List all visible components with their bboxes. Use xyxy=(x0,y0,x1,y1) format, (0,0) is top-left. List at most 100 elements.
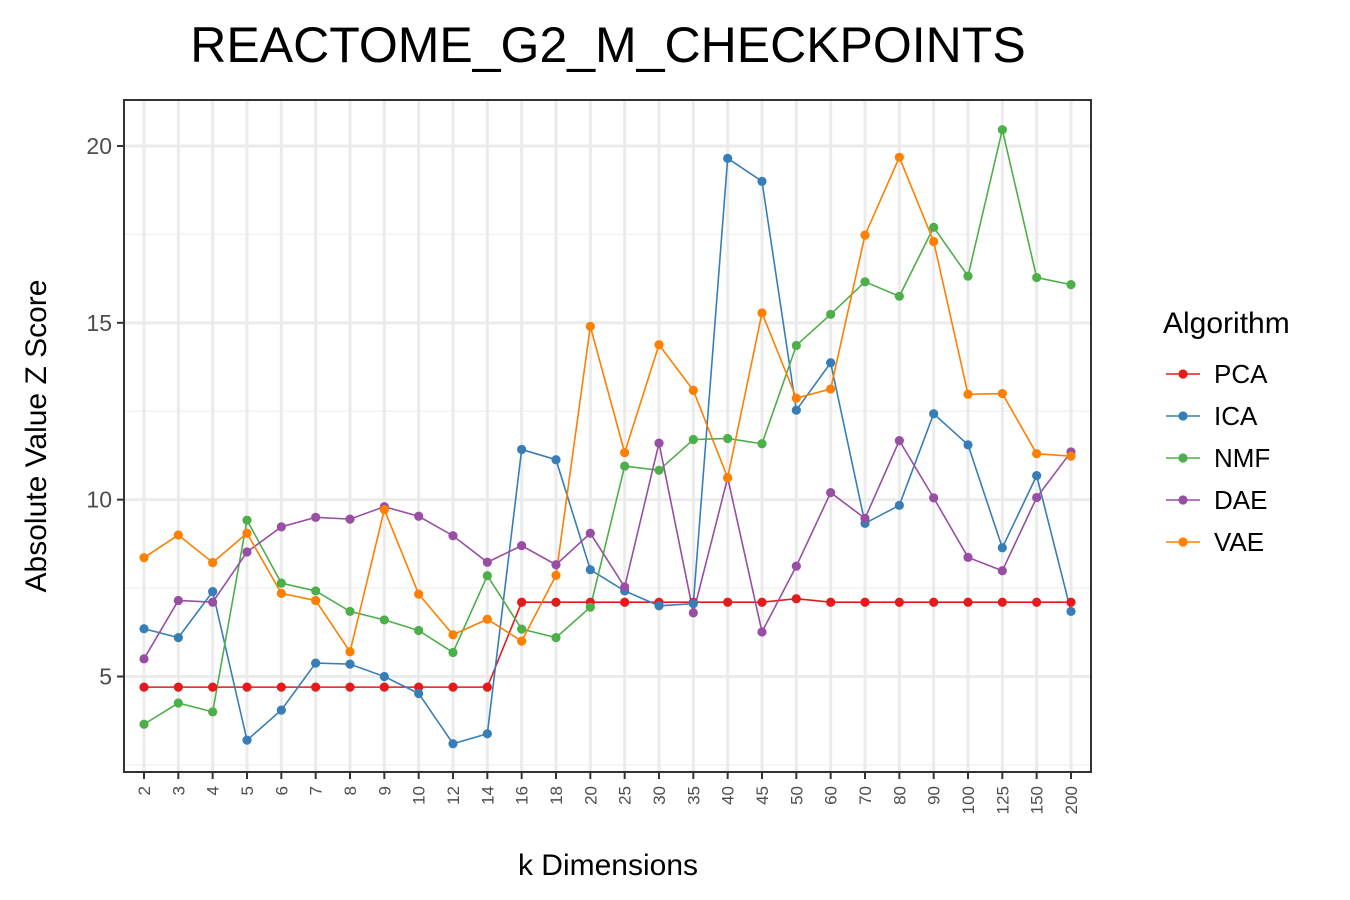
x-tick-label: 80 xyxy=(890,786,909,805)
legend-key-point-ica xyxy=(1178,411,1188,421)
x-tick-label: 6 xyxy=(272,786,291,795)
data-point-pca xyxy=(860,597,870,607)
data-point-nmf xyxy=(585,602,595,612)
series-line-nmf xyxy=(143,129,1072,725)
data-point-pca xyxy=(963,597,973,607)
chart-title: REACTOME_G2_M_CHECKPOINTS xyxy=(190,17,1025,73)
data-point-nmf xyxy=(448,647,458,658)
data-point-nmf xyxy=(997,125,1007,135)
data-point-vae xyxy=(894,152,904,162)
data-point-dae xyxy=(482,557,492,567)
data-point-nmf xyxy=(414,625,424,636)
data-point-ica xyxy=(929,409,939,419)
data-point-dae xyxy=(585,528,595,538)
data-point-nmf xyxy=(1066,280,1076,290)
series-line-pca xyxy=(144,597,1071,688)
data-point-dae xyxy=(448,531,458,541)
x-tick-label: 125 xyxy=(993,786,1012,814)
data-point-pca xyxy=(826,597,836,607)
data-point-ica xyxy=(139,624,149,634)
data-point-nmf xyxy=(242,515,252,525)
data-point-vae xyxy=(826,384,836,394)
data-point-dae xyxy=(517,541,527,551)
data-point-ica xyxy=(791,405,801,415)
data-point-vae xyxy=(620,448,630,458)
data-point-dae xyxy=(276,522,286,532)
data-point-dae xyxy=(173,595,183,606)
data-point-pca xyxy=(345,682,355,692)
data-point-nmf xyxy=(791,340,801,351)
data-point-pca xyxy=(517,597,527,607)
data-point-ica xyxy=(345,659,355,669)
data-point-ica xyxy=(585,565,595,575)
data-point-vae xyxy=(1032,449,1042,459)
series-line-vae xyxy=(143,155,1072,654)
data-point-vae xyxy=(208,558,218,568)
data-point-ica xyxy=(311,658,321,668)
data-point-nmf xyxy=(1032,272,1042,283)
x-tick-label: 14 xyxy=(478,786,497,805)
data-point-nmf xyxy=(173,698,183,708)
data-point-vae xyxy=(276,588,286,598)
data-point-pca xyxy=(311,682,321,692)
data-point-dae xyxy=(551,560,561,570)
data-point-nmf xyxy=(379,615,389,625)
data-point-ica xyxy=(208,587,218,597)
data-point-ica xyxy=(654,601,664,611)
data-point-vae xyxy=(860,230,870,240)
x-tick-label: 50 xyxy=(787,786,806,805)
data-point-ica xyxy=(963,440,973,450)
x-tick-label: 35 xyxy=(684,786,703,805)
x-tick-label: 20 xyxy=(581,786,600,805)
x-tick-label: 16 xyxy=(513,786,532,805)
data-point-dae xyxy=(654,438,664,448)
data-point-ica xyxy=(1066,606,1076,617)
data-point-nmf xyxy=(517,624,527,634)
x-tick-label: 40 xyxy=(719,786,738,805)
data-point-vae xyxy=(173,530,183,540)
data-point-pca xyxy=(482,682,492,692)
y-tick-label: 5 xyxy=(99,664,112,690)
x-tick-label: 4 xyxy=(204,786,223,795)
x-tick-label: 45 xyxy=(753,786,772,805)
data-point-vae xyxy=(242,528,252,538)
data-point-ica xyxy=(997,543,1007,553)
data-point-pca xyxy=(929,597,939,607)
data-point-nmf xyxy=(551,633,561,643)
data-point-pca xyxy=(757,597,767,607)
data-point-ica xyxy=(173,633,183,643)
data-point-ica xyxy=(448,739,458,749)
data-point-vae xyxy=(723,473,733,483)
data-point-vae xyxy=(517,636,527,646)
data-point-vae xyxy=(414,589,424,599)
data-point-dae xyxy=(242,547,252,557)
data-point-nmf xyxy=(894,291,904,301)
data-point-dae xyxy=(929,493,939,503)
data-point-dae xyxy=(311,512,321,522)
data-point-nmf xyxy=(311,586,321,596)
x-tick-label: 60 xyxy=(822,786,841,805)
plot-series xyxy=(139,125,1076,749)
data-point-dae xyxy=(620,582,630,592)
data-point-pca xyxy=(791,594,801,604)
x-tick-label: 12 xyxy=(444,786,463,805)
data-point-dae xyxy=(1032,492,1042,503)
x-tick-label: 8 xyxy=(341,786,360,795)
data-point-nmf xyxy=(757,439,767,449)
data-point-pca xyxy=(723,597,733,607)
series-line-ica xyxy=(143,156,1072,745)
data-point-vae xyxy=(311,595,321,606)
data-point-pca xyxy=(551,597,561,607)
data-point-ica xyxy=(379,671,389,682)
data-point-vae xyxy=(482,614,492,624)
y-tick-label: 20 xyxy=(86,133,112,159)
data-point-vae xyxy=(654,340,664,350)
data-point-vae xyxy=(379,504,389,515)
x-tick-label: 3 xyxy=(169,786,188,795)
data-point-nmf xyxy=(929,222,939,232)
x-tick-label: 90 xyxy=(925,786,944,805)
data-point-ica xyxy=(826,358,836,368)
x-tick-label: 5 xyxy=(238,786,257,795)
x-tick-label: 7 xyxy=(307,786,326,795)
